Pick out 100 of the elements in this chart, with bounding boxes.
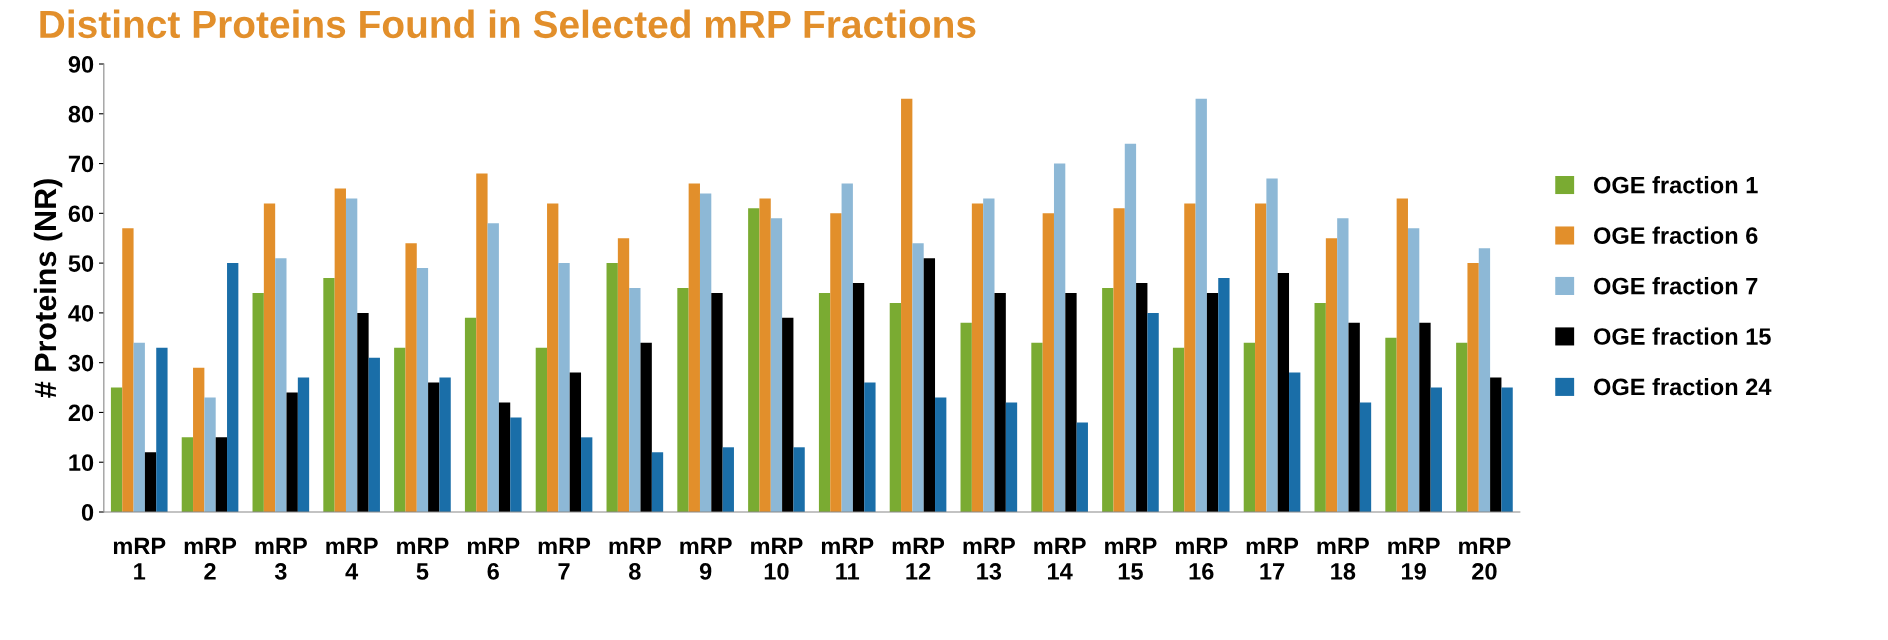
bar xyxy=(1396,198,1408,512)
bar xyxy=(110,387,123,512)
bar xyxy=(144,452,157,512)
bar xyxy=(428,382,440,512)
bar xyxy=(923,258,936,512)
bar xyxy=(1348,322,1360,512)
bar xyxy=(889,302,902,512)
bar xyxy=(476,173,488,512)
bar xyxy=(1430,387,1442,512)
y-tick-label: 40 xyxy=(68,304,94,322)
x-tick-label: mRP 20 xyxy=(1459,537,1511,580)
bar xyxy=(830,213,842,512)
bar xyxy=(782,317,794,512)
y-tick-label: 80 xyxy=(68,105,94,123)
bar xyxy=(1314,302,1326,512)
bar xyxy=(1053,163,1066,512)
bar xyxy=(722,447,734,512)
bar xyxy=(227,263,239,512)
bar xyxy=(617,238,630,512)
bar xyxy=(405,243,417,512)
x-tick-label: mRP 16 xyxy=(1175,537,1228,580)
x-tick-label: mRP 14 xyxy=(1034,537,1086,580)
bar xyxy=(640,342,652,512)
bar xyxy=(1113,208,1125,512)
bar xyxy=(651,452,664,512)
bar xyxy=(711,292,723,512)
x-tick-label: mRP 11 xyxy=(821,537,874,580)
bar xyxy=(748,208,760,512)
bar xyxy=(345,198,358,512)
bar xyxy=(1456,342,1468,512)
bar xyxy=(960,322,972,512)
bar xyxy=(1147,312,1159,512)
bar xyxy=(1385,337,1397,512)
y-tick-label: 20 xyxy=(68,404,94,422)
bar xyxy=(252,292,264,512)
bar xyxy=(1005,402,1018,512)
bar xyxy=(606,263,618,512)
bar xyxy=(204,397,216,512)
bar xyxy=(1277,273,1290,512)
bar xyxy=(1359,402,1372,512)
y-tick-label: 90 xyxy=(68,56,94,73)
bar xyxy=(1076,422,1088,512)
bar xyxy=(193,367,205,512)
bar xyxy=(971,203,984,512)
bar xyxy=(699,193,712,512)
bar xyxy=(1102,288,1114,512)
bar xyxy=(994,292,1006,512)
bar xyxy=(1289,372,1301,512)
bar xyxy=(688,183,700,512)
x-tick-label: mRP 7 xyxy=(538,537,591,580)
x-tick-label: mRP 18 xyxy=(1317,537,1369,580)
legend-label: OGE fraction 15 xyxy=(1594,327,1771,345)
bar xyxy=(852,283,865,512)
y-axis-title: # Proteins (NR) xyxy=(33,179,63,398)
bar xyxy=(498,402,511,512)
bar xyxy=(1031,342,1043,512)
bar xyxy=(759,198,771,512)
legend-label: OGE fraction 6 xyxy=(1594,226,1758,244)
legend-label: OGE fraction 24 xyxy=(1594,378,1772,396)
bar xyxy=(1206,292,1219,512)
bar xyxy=(394,347,406,512)
bar xyxy=(935,397,947,512)
bar xyxy=(487,223,499,512)
bar xyxy=(1124,143,1137,512)
bar xyxy=(770,218,783,512)
x-tick-label: mRP 2 xyxy=(184,537,237,580)
bar xyxy=(263,203,276,512)
x-tick-label: mRP 19 xyxy=(1388,537,1440,580)
bar xyxy=(1501,387,1513,512)
legend-label: OGE fraction 7 xyxy=(1594,277,1758,295)
bar xyxy=(864,382,876,512)
bar xyxy=(275,258,287,512)
bar xyxy=(912,243,924,512)
x-tick-label: mRP 8 xyxy=(609,537,661,580)
bar xyxy=(416,268,429,512)
bar xyxy=(133,342,145,512)
bar xyxy=(793,447,805,512)
bar xyxy=(1255,203,1267,512)
bar xyxy=(1136,283,1148,512)
x-tick-label: mRP 4 xyxy=(326,537,378,580)
x-tick-label: mRP 10 xyxy=(751,537,803,580)
bar xyxy=(1266,178,1278,512)
bar xyxy=(464,317,477,512)
bar xyxy=(901,98,913,512)
y-tick-label: 0 xyxy=(81,504,94,521)
bar xyxy=(122,228,134,512)
x-tick-label: mRP 3 xyxy=(255,537,307,580)
bar xyxy=(818,292,831,512)
bar xyxy=(297,377,310,512)
bar xyxy=(1042,213,1054,512)
bar xyxy=(1243,342,1256,512)
bar xyxy=(286,392,298,512)
bar xyxy=(1478,248,1491,512)
bar xyxy=(1325,238,1338,512)
bar xyxy=(323,278,335,512)
bar xyxy=(569,372,582,512)
bar xyxy=(1195,98,1207,512)
bar xyxy=(1184,203,1196,512)
bar xyxy=(841,183,853,512)
bar xyxy=(629,288,641,512)
